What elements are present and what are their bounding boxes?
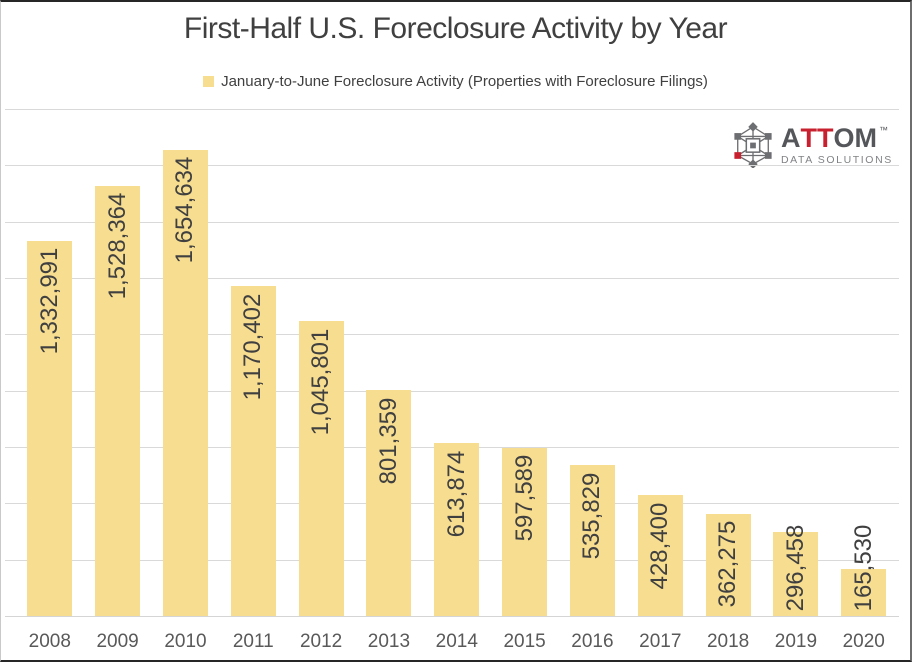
bar-value-label: 613,874 xyxy=(442,450,470,537)
bar-2019 xyxy=(773,532,819,616)
bar-value-label: 1,654,634 xyxy=(171,157,199,264)
x-axis-label: 2017 xyxy=(639,631,682,652)
bar-2015 xyxy=(502,447,548,616)
x-axis-label: 2010 xyxy=(164,631,207,652)
x-axis-label: 2018 xyxy=(706,631,750,652)
attom-logo-word-a: A xyxy=(781,122,801,153)
x-axis-label: 2016 xyxy=(571,631,614,652)
bar-value-label: 165,530 xyxy=(849,524,877,611)
gridline xyxy=(5,109,899,110)
x-axis-label: 2011 xyxy=(232,631,274,652)
x-axis-label: 2015 xyxy=(503,631,546,652)
bar-value-label: 1,045,801 xyxy=(307,328,335,436)
bar-2009 xyxy=(95,185,141,616)
x-axis-label: 2014 xyxy=(435,631,478,652)
gridline xyxy=(5,334,899,336)
attom-logo-word-tt: TT xyxy=(800,122,834,153)
bar-value-label: 296,458 xyxy=(781,524,809,611)
trademark-symbol: ™ xyxy=(879,124,888,135)
bar-2008 xyxy=(27,240,73,616)
bar-value-label: 362,275 xyxy=(714,521,742,608)
legend: January-to-June Foreclosure Activity (Pr… xyxy=(1,73,910,90)
atom-network-icon xyxy=(734,122,772,168)
x-axis-label: 2013 xyxy=(367,631,411,652)
bar-value-label: 801,359 xyxy=(374,397,402,485)
x-axis-line xyxy=(5,616,899,617)
x-axis-label: 2009 xyxy=(96,631,139,652)
bar-value-label: 1,528,364 xyxy=(103,192,131,300)
gridline xyxy=(5,390,899,392)
gridline xyxy=(5,221,899,223)
bar-value-label: 428,400 xyxy=(646,502,674,590)
attom-logo-text: A TT OM ™ DATA SOLUTIONS xyxy=(781,122,893,166)
bar-2020 xyxy=(841,569,887,616)
gridline xyxy=(5,278,899,279)
bar-value-label: 535,829 xyxy=(578,472,606,559)
bar-2012 xyxy=(298,321,344,616)
attom-logo-tagline: DATA SOLUTIONS xyxy=(781,153,893,166)
bar-2013 xyxy=(366,390,412,616)
bar-2011 xyxy=(230,286,276,616)
bar-2017 xyxy=(637,495,683,616)
bar-value-label: 597,589 xyxy=(510,454,538,542)
x-axis-label: 2019 xyxy=(774,631,818,652)
x-axis-label: 2012 xyxy=(299,631,343,652)
legend-swatch xyxy=(203,76,215,87)
bar-2010 xyxy=(162,149,208,616)
x-axis-label: 2008 xyxy=(28,631,71,652)
bar-value-label: 1,332,991 xyxy=(35,247,63,355)
attom-logo-word-om: OM xyxy=(833,122,878,153)
chart-title: First-Half U.S. Foreclosure Activity by … xyxy=(183,12,728,45)
bar-2018 xyxy=(705,513,751,616)
bar-2016 xyxy=(569,465,615,616)
x-axis-label: 2020 xyxy=(842,631,885,652)
bar-2014 xyxy=(434,443,480,616)
gridline xyxy=(5,165,899,167)
attom-logo: A TT OM ™ DATA SOLUTIONS xyxy=(732,122,893,168)
bar-value-label: 1,170,402 xyxy=(239,293,267,401)
legend-label: January-to-June Foreclosure Activity (Pr… xyxy=(221,73,708,90)
